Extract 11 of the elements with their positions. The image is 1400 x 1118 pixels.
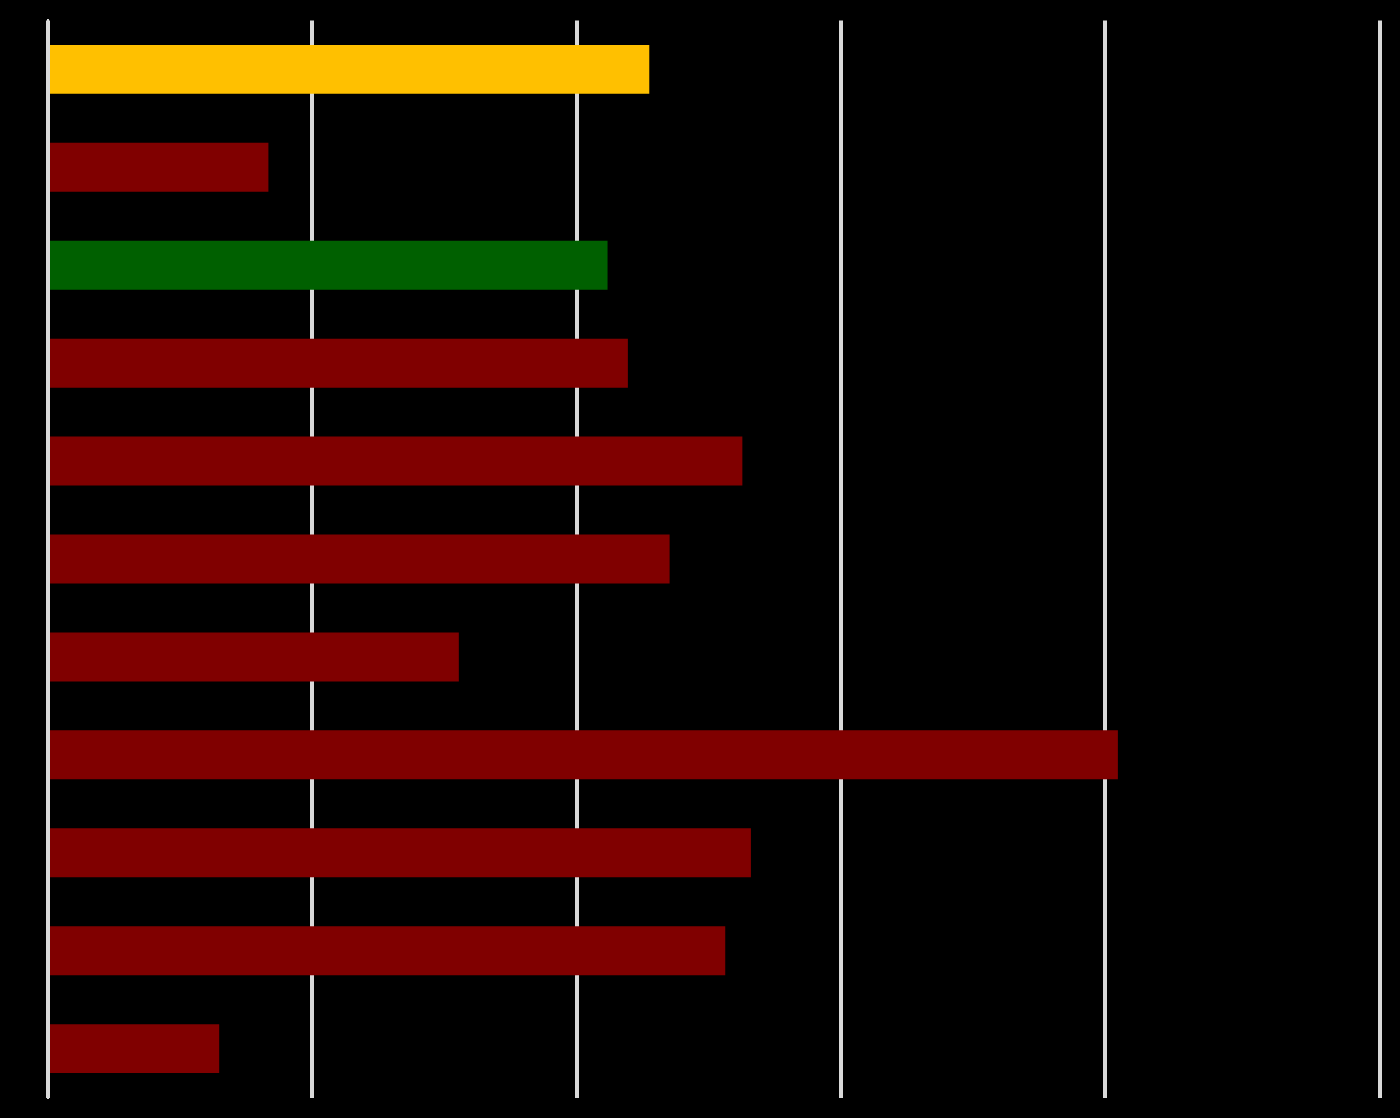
bar	[50, 436, 743, 486]
bar	[50, 632, 459, 682]
bar	[50, 828, 751, 878]
bar	[50, 142, 269, 192]
bar	[50, 534, 670, 584]
bar	[50, 730, 1118, 780]
bar	[50, 44, 650, 94]
bar	[50, 1024, 220, 1074]
bar	[50, 338, 628, 388]
bar	[50, 926, 726, 976]
bar	[50, 240, 608, 290]
